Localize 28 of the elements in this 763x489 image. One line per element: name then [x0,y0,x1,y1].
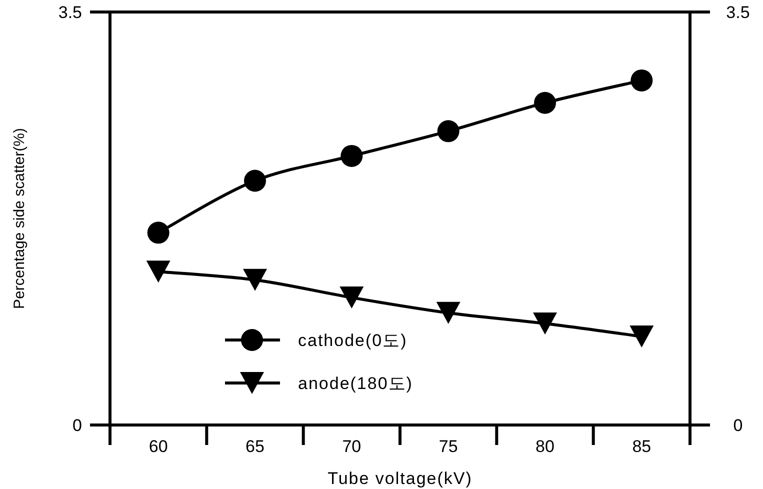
x-tick-label: 65 [246,437,264,456]
legend-label: cathode(0도) [298,331,408,350]
point [436,302,460,324]
point [243,268,267,291]
point [630,326,654,348]
point [534,92,556,114]
x-tick-label: 80 [536,437,554,456]
y2-tick: 3.5 [689,3,750,22]
x-axis-title: Tube voltage(kV) [328,469,472,488]
point [340,286,364,309]
y-axis-title: Percentage side scatter(%) [11,128,28,309]
point [630,69,653,92]
point [533,312,557,335]
x-tick-label: 85 [632,437,652,456]
point [146,260,170,283]
point [244,170,266,192]
y2-tick-label: 3.5 [726,3,750,22]
point [147,222,170,244]
y2-tick: 0 [689,416,743,435]
y-tick: 3.5 [58,3,111,22]
point [340,144,363,167]
x-tick-label: 60 [148,437,168,456]
y-tick: 0 [72,416,111,435]
legend-label: anode(180도) [298,374,413,393]
point [437,120,460,142]
y2-tick-label: 0 [733,416,743,435]
x-tick-label: 75 [438,437,458,456]
x-tick-label: 70 [342,437,362,456]
